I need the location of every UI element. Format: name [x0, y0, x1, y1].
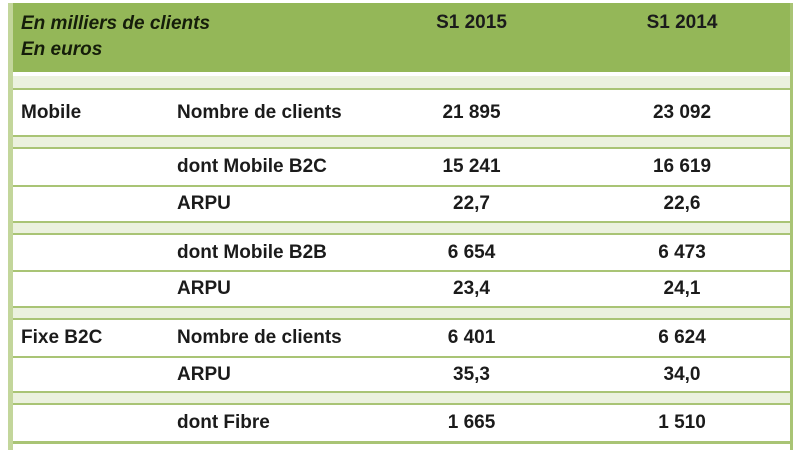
table-row-fixe-b2c-clients: Fixe B2C Nombre de clients 6 401 6 624 [13, 320, 790, 356]
unit-note-line1: En milliers de clients [21, 13, 211, 34]
label-cell: Nombre de clients [177, 101, 342, 123]
value-2015-cell: 21 895 [442, 101, 501, 123]
label-cell: Nombre de clients [177, 327, 342, 348]
value-2014-cell: 6 624 [658, 327, 706, 348]
table-row-mobile-b2c: dont Mobile B2C 15 241 16 619 [13, 149, 790, 185]
spacer-band [13, 76, 790, 90]
label-cell: ARPU [177, 363, 231, 385]
value-2015-cell: 6 401 [447, 327, 496, 348]
value-2014-cell: 23 092 [652, 101, 712, 123]
table-row-mobile-b2b-arpu: ARPU 23,4 24,1 [13, 272, 790, 306]
value-2015-cell: 6 654 [447, 241, 496, 263]
label-cell: dont Mobile B2C [177, 156, 327, 177]
row-divider [13, 185, 790, 187]
column-header-s1-2015: S1 2015 [436, 12, 507, 33]
value-2015-cell: 15 241 [442, 156, 501, 177]
spacer-band [13, 221, 790, 235]
header-gap [13, 72, 790, 76]
table-unit-note: En milliers de clients En euros [13, 3, 389, 63]
value-2014-cell: 24,1 [663, 278, 701, 299]
unit-note-line2: En euros [21, 39, 103, 60]
table-row-mobile-b2b: dont Mobile B2B 6 654 6 473 [13, 235, 790, 270]
value-2014-cell: 34,0 [663, 363, 701, 385]
clients-kpi-table: En milliers de clients En euros S1 2015 … [8, 3, 793, 450]
table-row-fibre: dont Fibre 1 665 1 510 [13, 405, 790, 441]
row-divider [13, 356, 790, 358]
table-row-mobile-b2c-arpu: ARPU 22,7 22,6 [13, 187, 790, 221]
category-cell: Mobile [21, 101, 82, 123]
table-header-row: En milliers de clients En euros S1 2015 … [13, 3, 790, 72]
table-bottom-border [13, 441, 790, 444]
label-cell: dont Fibre [177, 412, 270, 433]
row-divider [13, 270, 790, 272]
value-2014-cell: 6 473 [658, 241, 706, 263]
spacer-band [13, 135, 790, 149]
spacer-band [13, 306, 790, 320]
value-2015-cell: 1 665 [447, 412, 496, 433]
table-row-mobile-clients: Mobile Nombre de clients 21 895 23 092 [13, 90, 790, 135]
column-header-s1-2014: S1 2014 [646, 12, 718, 33]
label-cell: ARPU [177, 278, 231, 299]
spacer-band [13, 391, 790, 405]
value-2014-cell: 22,6 [663, 193, 701, 214]
label-cell: dont Mobile B2B [177, 241, 327, 263]
value-2015-cell: 23,4 [453, 278, 490, 299]
category-cell: Fixe B2C [21, 327, 103, 348]
label-cell: ARPU [177, 193, 231, 214]
value-2015-cell: 35,3 [453, 363, 490, 385]
value-2014-cell: 1 510 [658, 412, 706, 433]
table-row-fixe-b2c-arpu: ARPU 35,3 34,0 [13, 358, 790, 391]
value-2014-cell: 16 619 [652, 156, 712, 177]
value-2015-cell: 22,7 [453, 193, 490, 214]
